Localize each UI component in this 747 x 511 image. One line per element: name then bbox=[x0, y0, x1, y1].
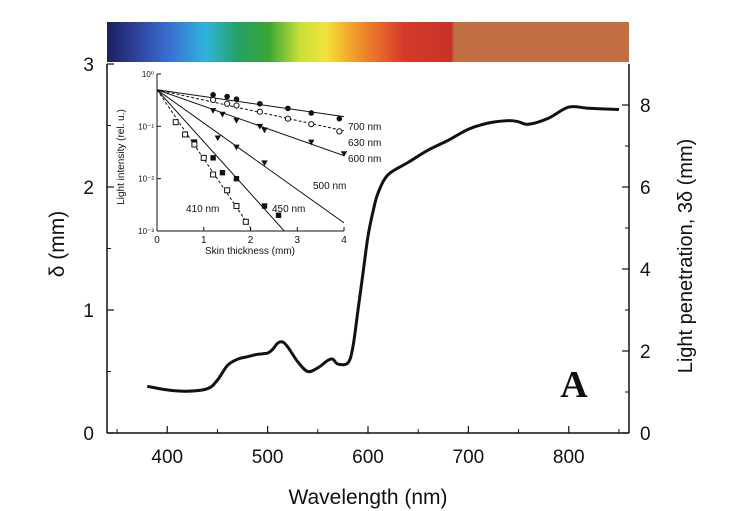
x-tick-label: 600 bbox=[352, 447, 384, 468]
x-tick-label: 500 bbox=[252, 447, 284, 468]
inset-point bbox=[224, 93, 230, 100]
inset-series-label: 410 nm bbox=[186, 204, 219, 215]
inset-y-tick-label: 10⁻¹ bbox=[138, 122, 154, 131]
inset-y-tick-label: 10⁻³ bbox=[138, 227, 154, 236]
y-tick-label: 0 bbox=[83, 424, 94, 445]
inset-point bbox=[182, 131, 189, 138]
inset-point bbox=[210, 155, 216, 161]
inset-point bbox=[340, 151, 348, 157]
inset-point bbox=[308, 121, 315, 128]
y-tick-label: 3 bbox=[83, 55, 94, 76]
y2-tick-label: 8 bbox=[640, 96, 651, 117]
inset-series-label: 600 nm bbox=[348, 154, 381, 165]
inset-point bbox=[191, 141, 198, 148]
inset-point bbox=[261, 127, 268, 134]
main-series bbox=[146, 105, 620, 393]
inset-point bbox=[210, 171, 217, 178]
inset-point bbox=[233, 203, 240, 210]
inset-fit-line bbox=[157, 89, 344, 157]
y2-tick-label: 0 bbox=[640, 424, 651, 445]
inset-point bbox=[257, 100, 263, 107]
inset-series-label: 630 nm bbox=[348, 138, 381, 149]
inset-chart: 0 1 2 3 4 10⁻³ 10⁻² 10⁻¹ 10⁰ 700 nm 630 nm 600 nm 50… bbox=[138, 70, 381, 246]
inset-point bbox=[172, 119, 179, 126]
inset-point bbox=[242, 218, 249, 225]
inset-point bbox=[224, 100, 231, 107]
inset-point bbox=[233, 102, 240, 109]
inset-fit-line bbox=[157, 89, 344, 224]
spectrum-bar bbox=[107, 22, 629, 62]
inset-fit-lines bbox=[157, 89, 344, 231]
inset-series-label: 450 nm bbox=[272, 204, 305, 215]
inset-x-tick-label: 4 bbox=[341, 235, 347, 246]
inset-y-tick-label: 10⁻² bbox=[138, 175, 154, 184]
inset-point bbox=[224, 187, 231, 194]
inset-point bbox=[210, 96, 217, 103]
inset-point bbox=[219, 170, 226, 176]
inset-fit-line bbox=[157, 89, 285, 231]
inset-point bbox=[336, 128, 343, 135]
x-axis-label: Wavelength (nm) bbox=[288, 486, 447, 509]
inset-point bbox=[219, 111, 226, 118]
inset-point bbox=[214, 135, 221, 142]
inset-series-label: 700 nm bbox=[348, 122, 381, 133]
inset-x-tick-label: 2 bbox=[248, 235, 254, 246]
inset-point bbox=[275, 212, 282, 218]
inset-point bbox=[308, 139, 315, 146]
inset-point bbox=[233, 144, 240, 151]
x-tick-label: 700 bbox=[453, 447, 485, 468]
inset-point bbox=[284, 115, 291, 122]
inset-point bbox=[261, 203, 268, 209]
inset-point bbox=[233, 117, 240, 124]
inset-point bbox=[209, 108, 217, 114]
x-tick-label: 400 bbox=[151, 447, 183, 468]
inset-background bbox=[157, 74, 344, 231]
inset-x-tick-label: 1 bbox=[201, 235, 207, 246]
inset-point bbox=[285, 105, 291, 112]
inset-point bbox=[256, 108, 263, 115]
penetration-depth-curve bbox=[146, 105, 620, 393]
inset-point bbox=[308, 110, 315, 116]
y-tick-label: 1 bbox=[83, 301, 94, 322]
y2-tick-label: 2 bbox=[640, 342, 651, 363]
inset-point bbox=[336, 115, 343, 122]
y-tick-label: 2 bbox=[83, 178, 94, 199]
inset-x-tick-label: 3 bbox=[294, 235, 300, 246]
y2-tick-label: 4 bbox=[640, 260, 651, 281]
main-axes: 400 500 600 700 800 0 1 2 3 0 2 4 6 8 bbox=[83, 55, 651, 468]
inset-point bbox=[200, 154, 207, 161]
y2-axis-label: Light penetration, 3δ (mm) bbox=[675, 139, 697, 374]
y-axis-label: δ (mm) bbox=[46, 211, 69, 278]
inset-point bbox=[233, 175, 240, 182]
inset-x-axis-label: Skin thickness (mm) bbox=[205, 246, 295, 257]
inset-fit-line bbox=[157, 89, 344, 132]
inset-fit-line bbox=[157, 89, 254, 231]
inset-series-label: 500 nm bbox=[313, 181, 346, 192]
inset-point bbox=[233, 96, 240, 102]
inset-point bbox=[256, 123, 264, 130]
y2-tick-label: 6 bbox=[640, 178, 651, 199]
inset-y-tick-label: 10⁰ bbox=[142, 70, 154, 79]
inset-y-axis-label: Light intensity (rel. u.) bbox=[116, 109, 127, 205]
inset-point bbox=[261, 160, 268, 167]
inset-x-tick-label: 0 bbox=[154, 235, 160, 246]
x-tick-label: 800 bbox=[553, 447, 585, 468]
inset-point bbox=[210, 92, 216, 98]
panel-label: A bbox=[560, 364, 588, 406]
